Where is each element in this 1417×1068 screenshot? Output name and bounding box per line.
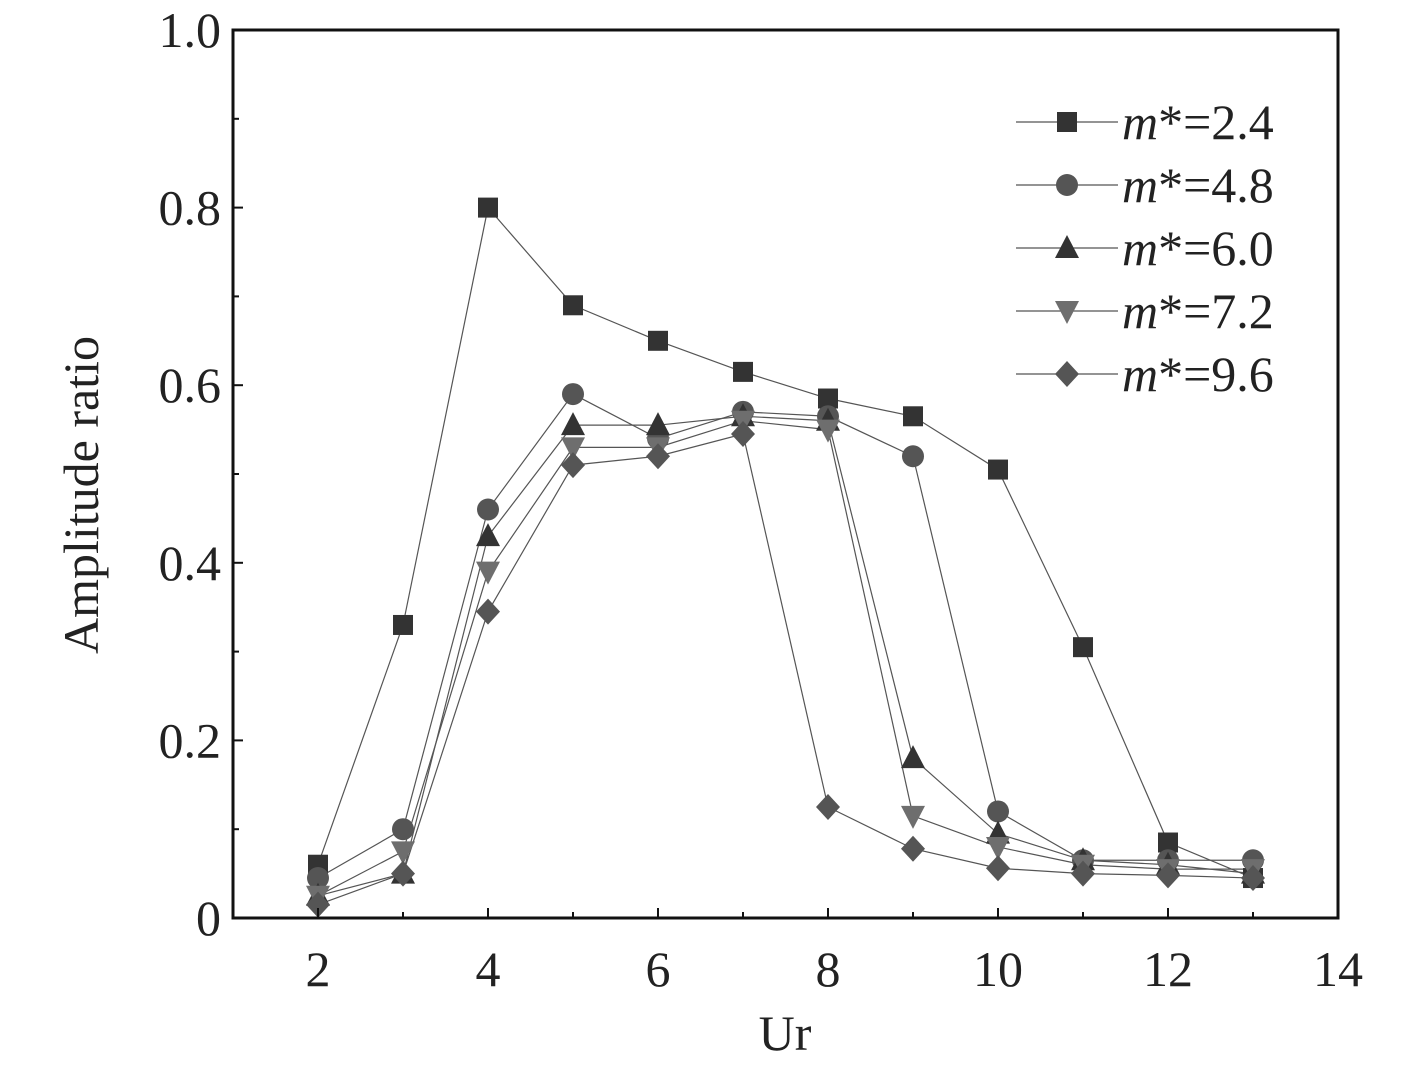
legend-label-5: m*=9.6 bbox=[1122, 346, 1274, 402]
legend-label-3: m*=6.0 bbox=[1122, 220, 1274, 276]
series-line-3 bbox=[317, 415, 1254, 897]
data-point-s5-12 bbox=[1241, 865, 1265, 892]
data-point-s1-11 bbox=[1158, 832, 1178, 853]
series-markers bbox=[306, 197, 1265, 918]
x-axis-title: Ur bbox=[759, 1005, 812, 1061]
data-point-s5-4 bbox=[561, 452, 585, 479]
data-point-s4-9 bbox=[986, 836, 1010, 860]
data-point-s1-6 bbox=[733, 361, 753, 382]
data-point-s3-5 bbox=[646, 412, 670, 436]
x-tick-label: 12 bbox=[1143, 941, 1193, 997]
legend-marker-3 bbox=[1055, 235, 1079, 258]
data-point-s5-6 bbox=[731, 421, 755, 448]
series-line-5 bbox=[317, 433, 1254, 906]
data-point-s5-1 bbox=[306, 891, 330, 918]
legend-label-1: m*=2.4 bbox=[1122, 94, 1274, 150]
data-point-s5-5 bbox=[646, 443, 670, 470]
x-tick-label: 2 bbox=[306, 941, 331, 997]
data-point-s1-3 bbox=[478, 197, 498, 218]
data-point-s5-11 bbox=[1156, 862, 1180, 889]
axes: 2 4 6 8 10 12 14 0 0.2 0.4 0.6 0.8 1.0 bbox=[159, 2, 1364, 997]
data-point-s4-7 bbox=[816, 419, 840, 443]
data-point-s4-2 bbox=[391, 841, 415, 865]
x-tick-label: 4 bbox=[476, 941, 501, 997]
data-point-s2-3 bbox=[477, 498, 499, 521]
data-point-s4-3 bbox=[476, 561, 500, 585]
x-tick-label: 10 bbox=[973, 941, 1023, 997]
data-point-s1-9 bbox=[988, 459, 1008, 480]
data-point-s4-4 bbox=[561, 437, 585, 461]
legend-marker-5 bbox=[1055, 361, 1079, 387]
series-line-2 bbox=[317, 393, 1253, 879]
data-point-s2-2 bbox=[392, 818, 414, 841]
y-tick-label: 0.4 bbox=[159, 535, 222, 591]
series-lines bbox=[317, 206, 1254, 906]
legend-marker-1 bbox=[1057, 112, 1077, 132]
y-tick-label: 0 bbox=[196, 890, 221, 946]
data-point-s5-8 bbox=[901, 835, 925, 862]
x-tick-label: 14 bbox=[1313, 941, 1363, 997]
data-point-s3-4 bbox=[561, 412, 585, 436]
data-point-s2-4 bbox=[562, 383, 584, 406]
data-point-s3-3 bbox=[476, 523, 500, 547]
data-point-s1-4 bbox=[563, 295, 583, 316]
data-point-s5-9 bbox=[986, 855, 1010, 882]
y-tick-label: 1.0 bbox=[159, 2, 222, 58]
data-point-s1-8 bbox=[903, 406, 923, 427]
data-point-s5-2 bbox=[391, 860, 415, 887]
data-point-s2-9 bbox=[987, 800, 1009, 823]
data-point-s5-10 bbox=[1071, 860, 1095, 887]
legend-marker-2 bbox=[1056, 174, 1078, 196]
legend-marker-4 bbox=[1055, 301, 1079, 324]
data-point-s5-7 bbox=[816, 794, 840, 820]
series-line-4 bbox=[317, 420, 1253, 897]
data-point-s1-2 bbox=[393, 614, 413, 635]
data-point-s3-8 bbox=[901, 745, 925, 769]
series-line-1 bbox=[317, 206, 1254, 879]
legend-label-2: m*=4.8 bbox=[1122, 157, 1274, 213]
data-point-s1-7 bbox=[818, 388, 838, 409]
data-point-s1-10 bbox=[1073, 637, 1093, 658]
legend-label-4: m*=7.2 bbox=[1122, 283, 1274, 339]
x-tick-label: 8 bbox=[816, 941, 841, 997]
y-axis-title: Amplitude ratio bbox=[53, 336, 109, 654]
x-tick-label: 6 bbox=[646, 941, 671, 997]
data-point-s2-8 bbox=[902, 445, 924, 468]
y-tick-label: 0.6 bbox=[159, 357, 222, 413]
y-tick-label: 0.8 bbox=[159, 180, 222, 236]
y-tick-label: 0.2 bbox=[159, 712, 222, 768]
data-point-s5-3 bbox=[476, 598, 500, 625]
legend: m*=2.4 m*=4.8 m*=6.0 m*=7.2 m*=9.6 bbox=[1016, 94, 1274, 402]
data-point-s2-1 bbox=[307, 867, 329, 890]
data-point-s4-8 bbox=[901, 805, 925, 829]
data-point-s1-5 bbox=[648, 330, 668, 351]
